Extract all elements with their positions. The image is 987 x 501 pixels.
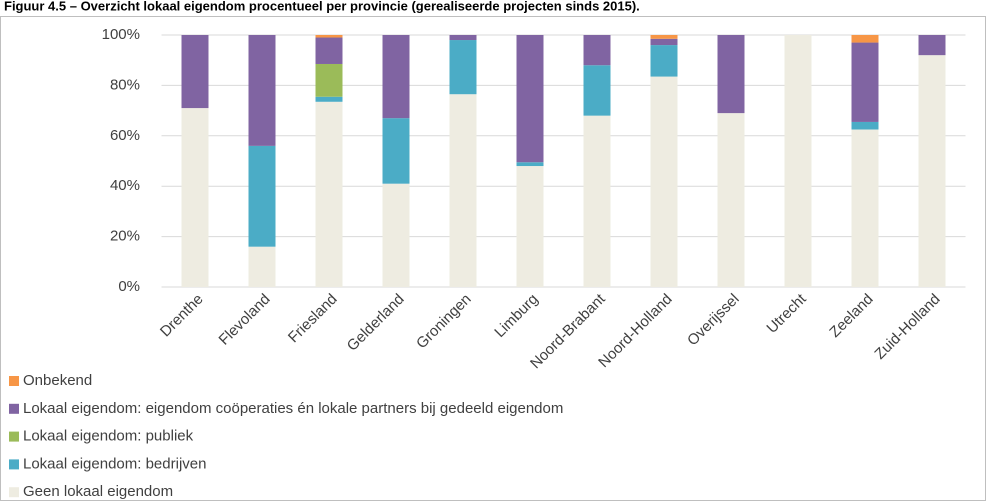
bar-segment	[851, 35, 879, 43]
x-tick-label: Gelderland	[344, 291, 408, 355]
bar-segment	[650, 45, 678, 77]
bar-segment	[583, 35, 611, 66]
legend-swatch	[9, 376, 19, 386]
legend-label: Geen lokaal eigendom	[23, 483, 173, 500]
legend-label: Lokaal eigendom: publiek	[23, 428, 194, 445]
bar-segment	[918, 55, 946, 287]
legend-label: Lokaal eigendom: bedrijven	[23, 455, 206, 472]
legend-swatch	[9, 459, 19, 470]
bar-segment	[449, 35, 477, 41]
bar-segment	[248, 246, 276, 287]
bar-segment	[449, 94, 477, 287]
y-tick-label: 20%	[110, 228, 140, 245]
bar-segment	[851, 129, 879, 287]
bar-segment	[851, 42, 879, 122]
x-tick-label: Zeeland	[826, 291, 876, 341]
bar-segment	[315, 63, 343, 97]
bar-segment	[382, 183, 410, 287]
x-tick-label: Flevoland	[216, 291, 274, 349]
bar-segment	[248, 145, 276, 247]
y-tick-label: 0%	[118, 278, 140, 295]
bar-segment	[918, 35, 946, 56]
x-tick-label: Friesland	[285, 291, 341, 347]
legend-label: Lokaal eigendom: eigendom coöperaties én…	[23, 400, 563, 417]
x-tick-label: Overijssel	[684, 291, 743, 350]
y-tick-label: 40%	[110, 177, 140, 194]
legend-swatch	[9, 487, 19, 498]
bar-segment	[516, 162, 544, 167]
legend-swatch	[9, 403, 19, 414]
x-tick-label: Zuid-Holland	[871, 291, 943, 363]
bar-segment	[851, 121, 879, 130]
bar-segment	[382, 35, 410, 119]
x-tick-label: Utrecht	[763, 290, 810, 337]
bar-segment	[382, 118, 410, 184]
bar-segment	[583, 65, 611, 116]
bar-segment	[784, 35, 812, 287]
x-tick-label: Groningen	[413, 291, 475, 353]
bar-segment	[315, 37, 343, 64]
bar-segment	[315, 96, 343, 102]
bar-segment	[717, 35, 745, 114]
y-tick-label: 60%	[110, 127, 140, 144]
legend-swatch	[9, 431, 19, 442]
bar-segment	[181, 35, 209, 109]
bar-segment	[583, 115, 611, 287]
bar-segment	[516, 35, 544, 163]
bar-segment	[315, 101, 343, 287]
x-tick-label: Limburg	[491, 291, 541, 341]
bar-segment	[516, 166, 544, 287]
bar-segment	[650, 35, 678, 39]
bar-segment	[248, 35, 276, 146]
legend-label: Onbekend	[23, 372, 92, 389]
x-tick-label: Drenthe	[157, 291, 207, 341]
bar-segment	[181, 108, 209, 287]
bar-segment	[315, 35, 343, 38]
bar-segment	[449, 40, 477, 95]
chart-title: Figuur 4.5 – Overzicht lokaal eigendom p…	[4, 0, 640, 13]
bar-segment	[717, 113, 745, 288]
bar-segment	[650, 38, 678, 46]
y-tick-label: 80%	[110, 76, 140, 93]
y-tick-label: 100%	[102, 26, 140, 43]
bar-segment	[650, 76, 678, 287]
